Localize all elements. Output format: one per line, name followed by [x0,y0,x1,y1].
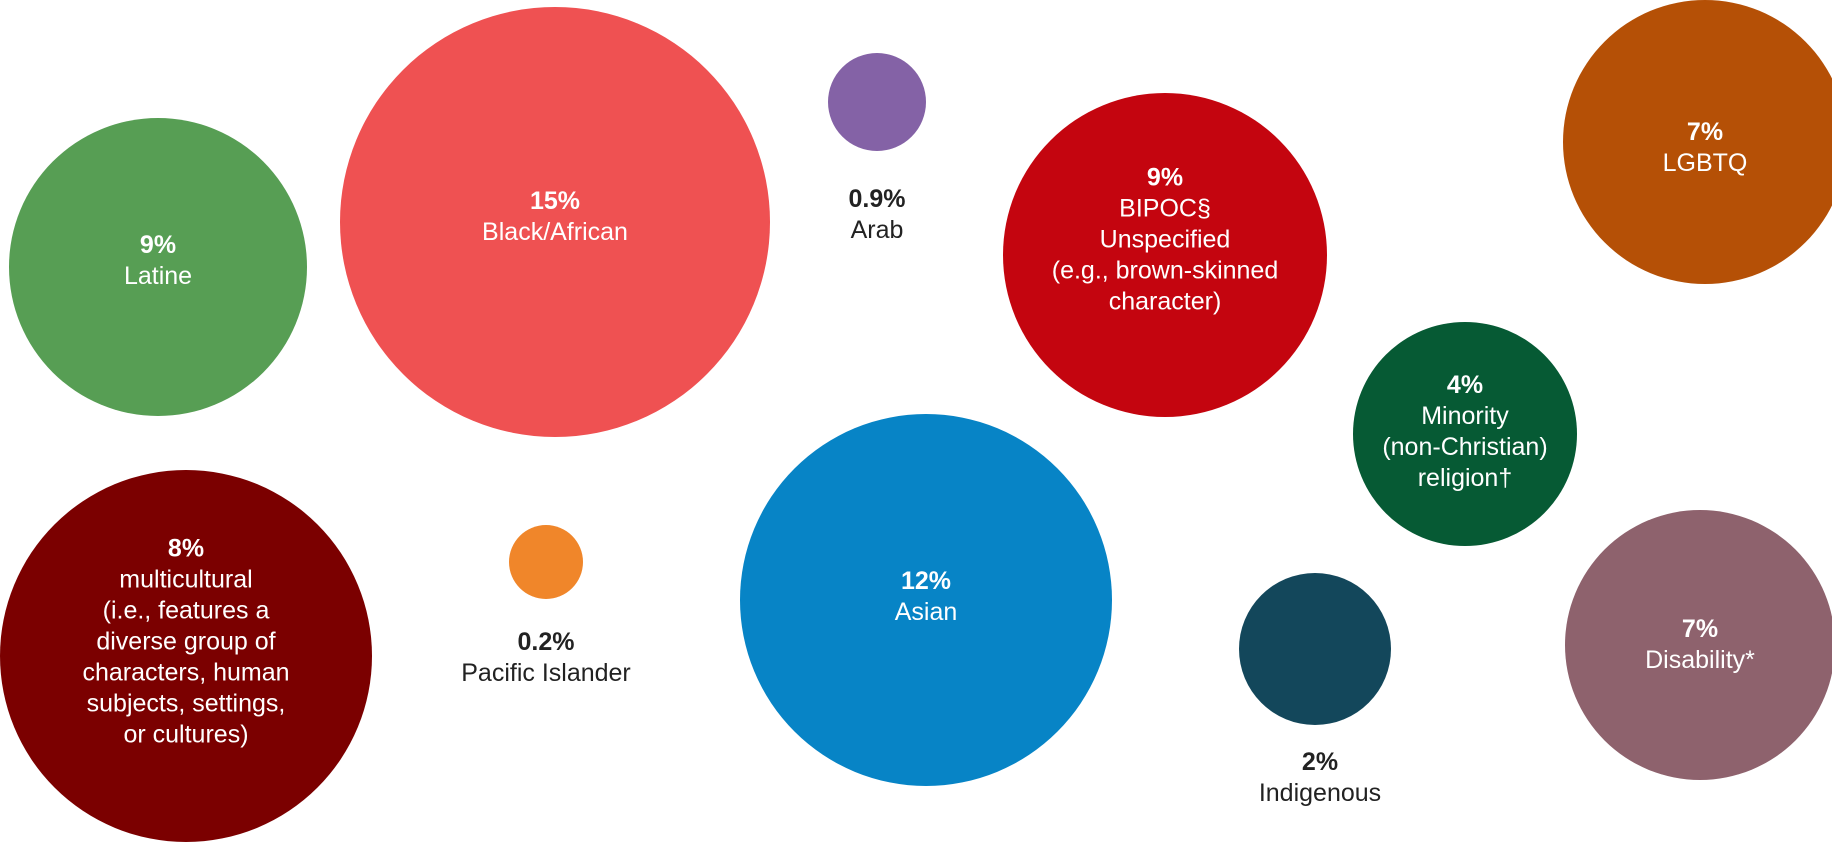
bubble-value-latine: 9% [139,231,177,259]
bubble-arab [828,53,926,151]
bubble-multicultural [0,470,372,842]
bubble-disability [1565,510,1832,780]
bubble-value-arab: 0.9% [848,185,906,213]
bubble-label-black-african: 15% Black/African [482,186,628,248]
bubble-value-black-african: 15% [529,187,581,215]
bubble-category-asian: Asian [894,598,958,626]
bubble-category-pacific-islander: Pacific Islander [461,659,631,687]
bubble-label-arab: 0.9% Arab [849,184,906,246]
bubble-value-lgbtq: 7% [1686,118,1724,146]
bubble-category-lgbtq: LGBTQ [1662,149,1748,177]
bubble-latine [9,118,307,416]
bubble-value-bipoc: 9% [1146,163,1184,192]
bubble-value-asian: 12% [900,567,952,595]
bubble-category-indigenous: Indigenous [1258,779,1382,807]
bubble-category-black-african: Black/African [482,218,628,246]
bubble-lgbtq [1563,0,1832,284]
bubble-label-minority-religion: 4% Minority (non-Christian) religion† [1382,370,1547,494]
bubble-value-disability: 7% [1681,615,1719,643]
bubble-value-pacific-islander: 0.2% [517,628,575,656]
bubble-category-multicultural: multicultural (i.e., features a diverse … [82,565,290,749]
bubble-label-asian: 12% Asian [895,566,958,628]
bubble-category-disability: Disability* [1645,646,1755,674]
bubble-black-african [340,7,770,437]
bubble-category-bipoc: BIPOC§ Unspecified (e.g., brown-skinned … [1051,194,1279,316]
bubble-label-lgbtq: 7% LGBTQ [1663,117,1748,179]
bubble-label-multicultural: 8% multicultural (i.e., features a divers… [82,534,289,751]
bubble-asian [740,414,1112,786]
bubble-label-disability: 7% Disability* [1645,614,1755,676]
bubble-value-minority-religion: 4% [1446,371,1484,399]
bubble-minority-religion [1353,322,1577,546]
bubble-label-latine: 9% Latine [124,230,192,292]
bubble-label-bipoc: 9% BIPOC§ Unspecified (e.g., brown-skinne… [1052,163,1279,318]
bubble-value-indigenous: 2% [1301,748,1339,776]
bubble-pacific-islander [509,525,583,599]
bubble-bipoc [1003,93,1327,417]
bubble-value-multicultural: 8% [167,534,205,563]
bubble-category-minority-religion: Minority (non-Christian) religion† [1382,402,1548,492]
bubble-category-latine: Latine [123,262,193,290]
bubble-label-indigenous: 2% Indigenous [1259,747,1381,809]
bubble-category-arab: Arab [850,216,904,244]
bubble-label-pacific-islander: 0.2% Pacific Islander [461,627,631,689]
bubble-indigenous [1239,573,1391,725]
